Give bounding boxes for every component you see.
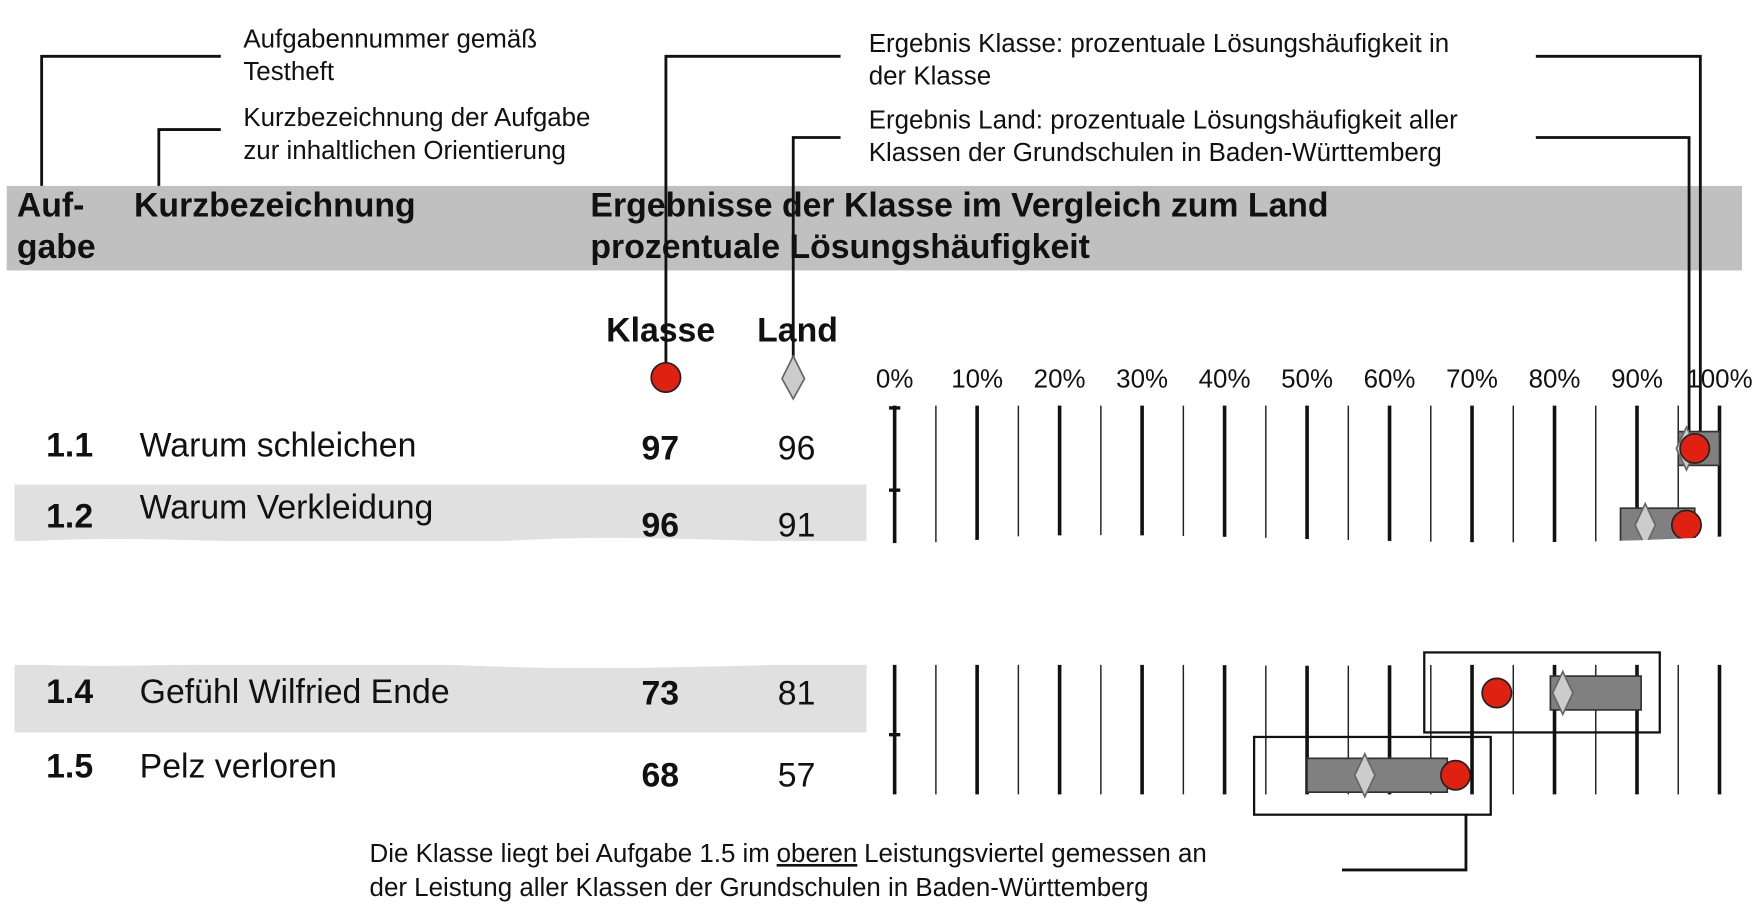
legend-klasse [650, 361, 682, 393]
leader-line [1341, 814, 1468, 872]
tick-label: 20% [1034, 366, 1086, 394]
klasse-marker [1440, 759, 1472, 791]
note-text: der Leistung aller Klassen der Grundschu… [370, 874, 1149, 902]
header-band [6, 185, 1743, 271]
tick-label: 10% [951, 366, 1003, 394]
tick-label: 90% [1611, 366, 1663, 394]
land-value: 91 [778, 506, 816, 544]
note-text: Die Klasse liegt bei Aufgabe 1.5 im obere… [370, 840, 1207, 868]
leader-line [40, 54, 221, 186]
task-number: 1.5 [46, 748, 93, 786]
task-name: Warum schleichen [140, 426, 417, 464]
land-value: 57 [778, 757, 816, 795]
leader-line [664, 54, 841, 363]
klasse-value: 96 [641, 506, 679, 544]
header-task: Auf- [17, 186, 85, 224]
texts: Aufgabennummer gemäß Testheft Kurzbezeichn… [17, 25, 1753, 902]
range-box [1306, 757, 1449, 794]
note-part: Die Klasse liegt bei Aufgabe 1.5 im [370, 840, 770, 868]
task-number: 1.4 [46, 673, 93, 711]
legend-land [781, 354, 806, 401]
leader-lines [40, 54, 1702, 872]
land-marker [1551, 669, 1574, 717]
callout-text: Kurzbezeichnung der Aufgabe [243, 104, 590, 132]
task-name: Warum Verkleidung [140, 488, 434, 526]
klasse-value: 68 [641, 757, 679, 795]
leader-line [1535, 54, 1702, 442]
callout-text: Testheft [243, 58, 335, 86]
tick-label: 70% [1446, 366, 1498, 394]
land-value: 81 [778, 674, 816, 712]
tick-label: 30% [1116, 366, 1168, 394]
note-emphasis: oberen [777, 840, 858, 868]
klasse-marker [1679, 432, 1711, 464]
column-klasse: Klasse [606, 311, 715, 349]
callout-text: Ergebnis Land: prozentuale Lösungshäufig… [869, 106, 1458, 134]
row-band [14, 664, 867, 733]
callout-text: Klassen der Grundschulen in Baden-Württe… [869, 139, 1442, 167]
tick-label: 60% [1364, 366, 1416, 394]
tear [1, 534, 1759, 669]
highlight-box [1252, 735, 1492, 816]
callout-text: zur inhaltlichen Orientierung [243, 137, 566, 165]
task-name: Gefühl Wilfried Ende [140, 673, 450, 711]
task-number: 1.1 [46, 426, 93, 464]
chart [1, 405, 1759, 816]
leader-line [791, 136, 841, 359]
header-results: Ergebnisse der Klasse im Vergleich zum L… [590, 186, 1328, 224]
land-value: 96 [778, 430, 816, 468]
klasse-value: 97 [641, 430, 679, 468]
header-name: Kurzbezeichnung [134, 186, 416, 224]
callout-text: der Klasse [869, 63, 991, 91]
leader-line [1535, 136, 1691, 449]
header-results: prozentuale Lösungshäufigkeit [590, 228, 1089, 266]
tick-label: 50% [1281, 366, 1333, 394]
column-land: Land [757, 311, 838, 349]
klasse-marker [1671, 509, 1702, 541]
tick-label: 80% [1529, 366, 1581, 394]
tick-label: 40% [1199, 366, 1251, 394]
tick-label: 100% [1686, 366, 1752, 394]
tick-label: 0% [876, 366, 913, 394]
klasse-value: 73 [641, 674, 679, 712]
row-band [14, 484, 867, 541]
callout-text: Ergebnis Klasse: prozentuale Lösungshäuf… [869, 30, 1449, 58]
callout-text: Aufgabennummer gemäß [243, 25, 537, 53]
land-marker [1353, 751, 1376, 799]
task-name: Pelz verloren [140, 748, 337, 786]
klasse-marker [1481, 677, 1513, 709]
leader-line [157, 128, 221, 186]
task-number: 1.2 [46, 497, 93, 535]
note-part: Leistungsviertel gemessen an [864, 840, 1207, 868]
highlight-box [1423, 651, 1661, 734]
header-task: gabe [17, 228, 96, 266]
